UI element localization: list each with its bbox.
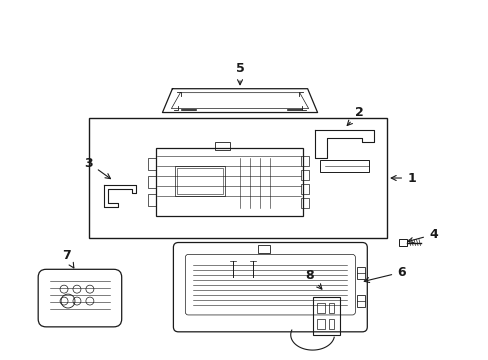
Text: 7: 7 xyxy=(61,249,74,268)
Text: 6: 6 xyxy=(364,266,405,283)
Text: 4: 4 xyxy=(407,228,437,243)
Bar xyxy=(300,184,308,194)
Bar xyxy=(300,170,308,180)
Text: 2: 2 xyxy=(346,106,363,126)
Bar xyxy=(175,166,224,196)
Bar xyxy=(328,303,334,313)
Bar xyxy=(89,118,386,238)
Bar xyxy=(357,267,365,279)
Bar xyxy=(312,297,340,335)
Bar xyxy=(398,239,406,247)
Bar xyxy=(300,156,308,166)
Bar xyxy=(155,148,302,216)
Bar xyxy=(215,142,230,150)
Bar xyxy=(316,319,324,329)
Bar xyxy=(319,160,368,172)
Text: 1: 1 xyxy=(390,171,415,185)
Bar xyxy=(147,158,155,170)
Text: 3: 3 xyxy=(84,157,110,179)
Bar xyxy=(328,319,334,329)
Bar xyxy=(257,246,269,253)
Bar xyxy=(147,194,155,206)
Text: 5: 5 xyxy=(235,62,244,85)
Bar xyxy=(300,198,308,208)
Text: 8: 8 xyxy=(305,269,321,289)
Bar xyxy=(177,168,223,194)
Bar xyxy=(147,176,155,188)
Bar xyxy=(316,303,324,313)
Bar xyxy=(357,295,365,307)
